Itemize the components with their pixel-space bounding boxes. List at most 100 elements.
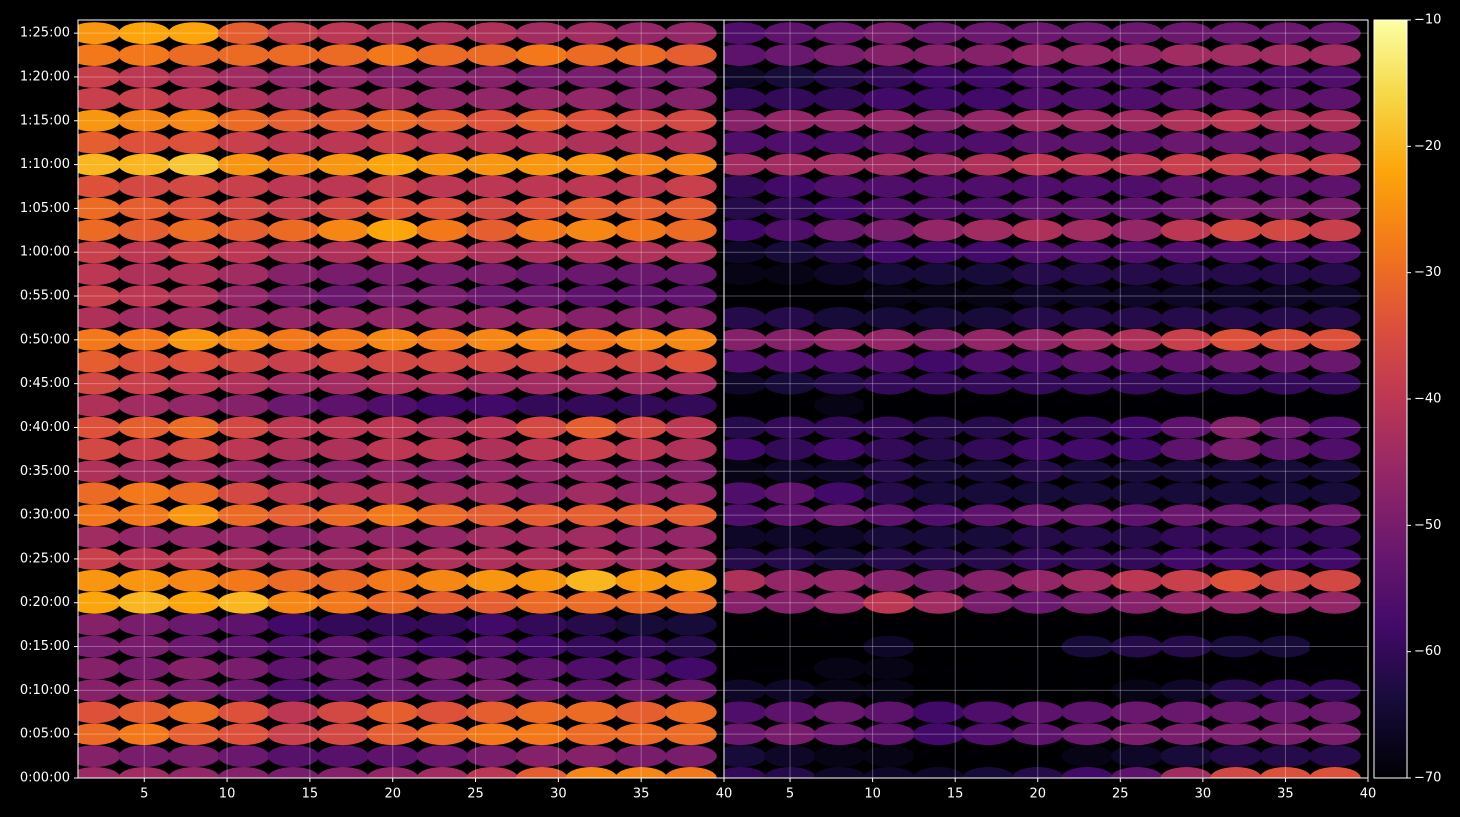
cell (813, 745, 866, 768)
cell (764, 460, 816, 483)
cell (267, 328, 320, 351)
cell (1309, 547, 1361, 570)
cell (962, 153, 1014, 176)
cell (1160, 44, 1213, 67)
cell (466, 745, 518, 768)
cell (863, 175, 915, 198)
cell (515, 285, 568, 307)
cell (1011, 109, 1064, 132)
colorbar-tick-label: −70 (1414, 771, 1441, 786)
cell (168, 416, 220, 439)
cell (416, 591, 469, 614)
cell (317, 547, 369, 570)
cell (764, 350, 816, 373)
cell (267, 22, 320, 45)
cell (764, 482, 816, 505)
cell (813, 504, 866, 527)
cell (366, 723, 419, 746)
cell (317, 438, 369, 461)
cell (168, 153, 220, 176)
cell (565, 197, 618, 220)
cell (78, 657, 121, 680)
cell (912, 44, 965, 67)
x-tick-label: 40 (716, 787, 733, 802)
cell (565, 328, 618, 351)
cell (317, 175, 369, 198)
cell (565, 438, 618, 461)
cell (366, 109, 419, 132)
cell (912, 701, 965, 724)
cell (724, 526, 767, 548)
cell (724, 306, 767, 329)
cell (217, 285, 270, 307)
cell (912, 241, 965, 264)
cell (217, 482, 270, 505)
cell (317, 87, 369, 110)
cell (724, 394, 767, 417)
cell (1011, 44, 1064, 67)
cell (168, 350, 220, 373)
cell (168, 745, 220, 768)
cell (962, 306, 1014, 329)
cell (515, 153, 568, 176)
cell (1111, 66, 1163, 88)
cell (615, 547, 668, 570)
cell (1309, 526, 1361, 548)
cell (1111, 109, 1163, 132)
cell (1160, 22, 1213, 45)
cell (1210, 591, 1262, 614)
cell (416, 197, 469, 220)
cell (565, 526, 618, 548)
cell (466, 613, 518, 636)
cell (168, 219, 220, 242)
cell (118, 416, 171, 439)
cell (813, 197, 866, 220)
cell (764, 767, 816, 778)
cell (217, 613, 270, 636)
cell (78, 44, 121, 67)
cell (217, 109, 270, 132)
cell (665, 263, 717, 286)
cell (1160, 635, 1213, 658)
cell (1259, 767, 1312, 778)
cell (962, 350, 1014, 373)
cell (118, 569, 171, 592)
cell (1210, 701, 1262, 724)
cell (168, 767, 220, 778)
cell (1111, 87, 1163, 110)
cell (665, 109, 717, 132)
cell (366, 547, 419, 570)
cell (118, 131, 171, 154)
cell (416, 263, 469, 286)
cell (863, 44, 915, 67)
cell (515, 504, 568, 527)
cell (1011, 372, 1064, 395)
cell (962, 285, 1014, 307)
x-tick-label: 35 (633, 787, 650, 802)
cell (565, 701, 618, 724)
cell (665, 679, 717, 702)
cell (912, 416, 965, 439)
cell (764, 153, 816, 176)
cell (565, 350, 618, 373)
cell (118, 504, 171, 527)
y-tick-label: 1:05:00 (20, 201, 70, 216)
cell (1111, 613, 1163, 636)
cell (217, 416, 270, 439)
colorbar (1373, 19, 1408, 779)
cell (863, 372, 915, 395)
cell (168, 657, 220, 680)
cell (78, 131, 121, 154)
cell (665, 701, 717, 724)
cell (1111, 745, 1163, 768)
y-tick-label: 0:35:00 (20, 464, 70, 479)
cell (1160, 285, 1213, 307)
cell (366, 44, 419, 67)
cell (416, 547, 469, 570)
cell (764, 723, 816, 746)
cell (912, 657, 965, 680)
cell (764, 591, 816, 614)
cell (724, 372, 767, 395)
cell (1309, 569, 1361, 592)
cell (565, 482, 618, 505)
